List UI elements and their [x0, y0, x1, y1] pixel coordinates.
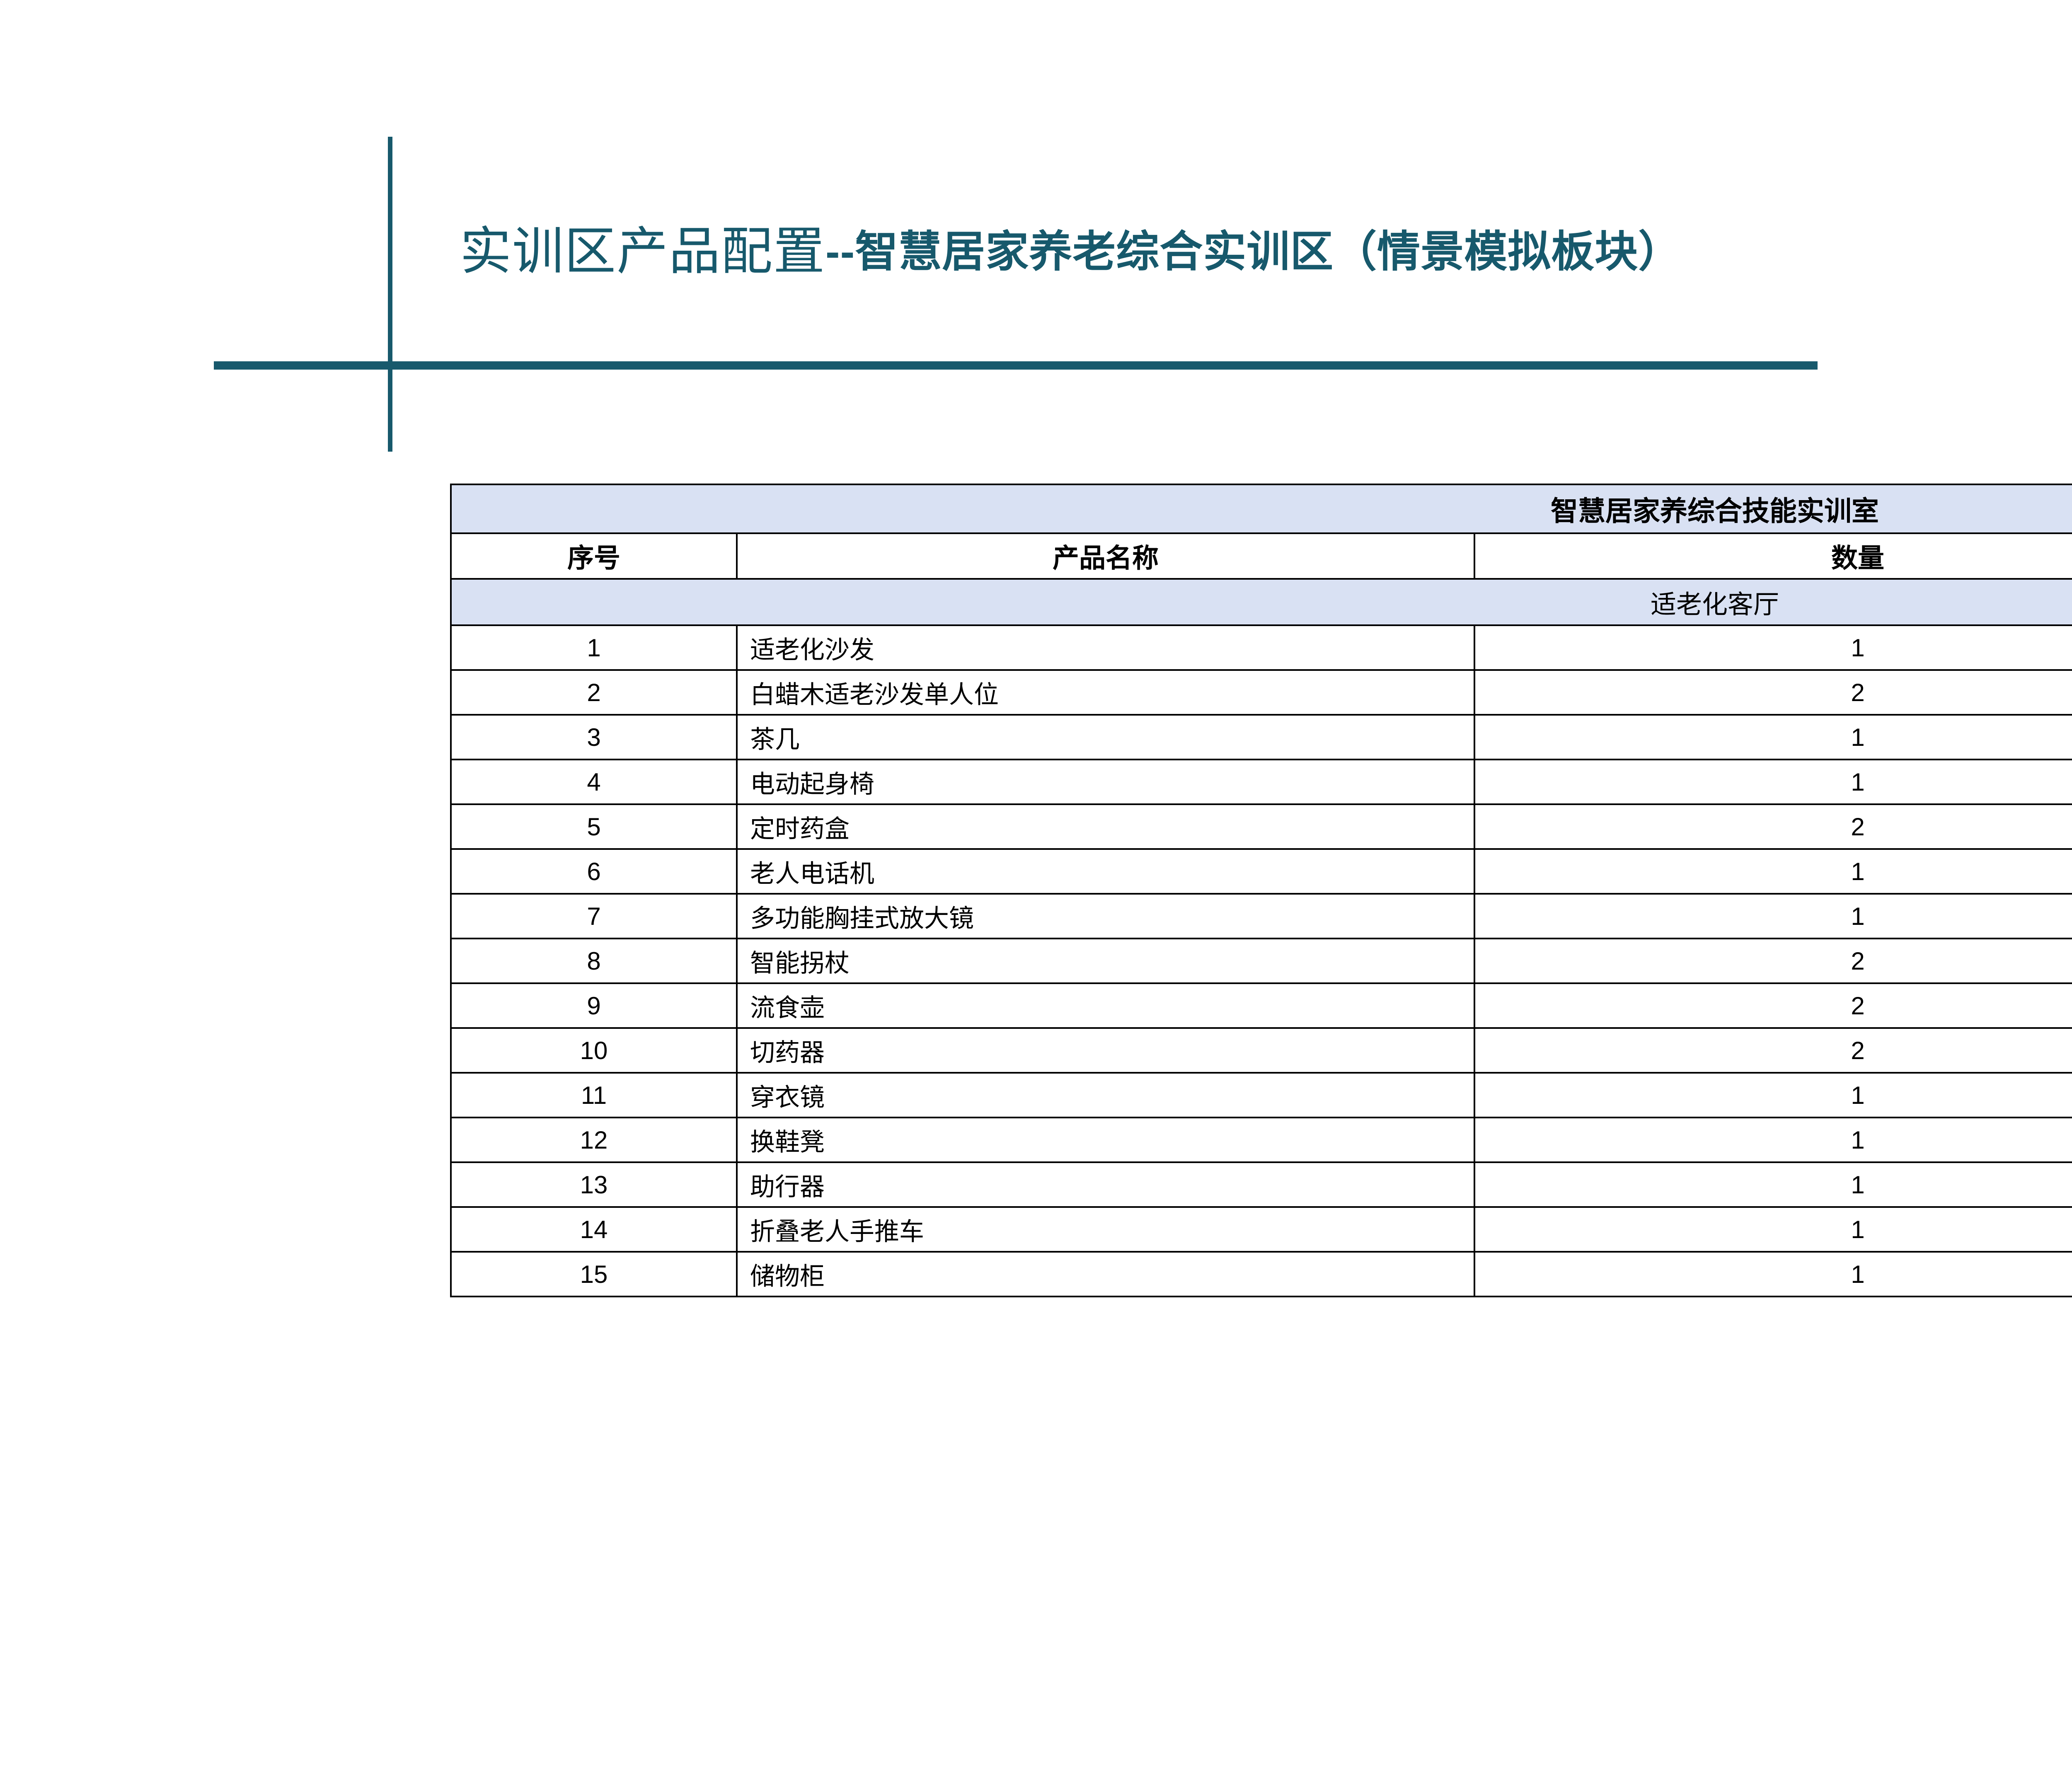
cell-name: 智能拐杖: [736, 938, 1475, 984]
cell-name: 适老化沙发: [736, 624, 1475, 671]
cell-no: 13: [450, 1161, 738, 1208]
cell-qty: 1: [1474, 893, 2072, 939]
product-table-container: 智慧居家养综合技能实训室序号产品名称数量单位单价总价适老化客厅1适老化沙发1套*…: [450, 484, 2072, 1297]
table-row: 8智能拐杖2个****: [450, 938, 2072, 984]
table-row: 1适老化沙发1套****: [450, 624, 2072, 671]
cell-name: 电动起身椅: [736, 759, 1475, 805]
column-header-2: 数量: [1474, 532, 2072, 580]
section-header-row: 适老化客厅: [450, 578, 2072, 626]
page-title-sub: --智慧居家养老综合实训区（情景模拟板块）: [825, 228, 1682, 276]
cell-qty: 1: [1474, 1117, 2072, 1163]
table-row: 12换鞋凳1个****: [450, 1117, 2072, 1163]
cell-no: 2: [450, 669, 738, 716]
table-caption-row: 智慧居家养综合技能实训室: [450, 484, 2072, 534]
cell-no: 10: [450, 1027, 738, 1074]
cell-qty: 2: [1474, 982, 2072, 1029]
cell-no: 8: [450, 938, 738, 984]
cell-name: 折叠老人手推车: [736, 1206, 1475, 1253]
section-label: 适老化客厅: [450, 578, 2072, 626]
decorative-vertical-rule: [388, 137, 392, 452]
table-row: 9流食壶2个****: [450, 982, 2072, 1029]
cell-no: 15: [450, 1251, 738, 1297]
column-header-1: 产品名称: [736, 532, 1475, 580]
cell-qty: 2: [1474, 803, 2072, 850]
cell-name: 茶几: [736, 714, 1475, 760]
table-row: 15储物柜1套****: [450, 1251, 2072, 1297]
cell-qty: 2: [1474, 1027, 2072, 1074]
table-row: 5定时药盒2台****: [450, 803, 2072, 850]
cell-qty: 1: [1474, 1072, 2072, 1118]
table-row: 11穿衣镜1个****: [450, 1072, 2072, 1118]
slide-header-label: 智慧康养实训中心建设方案: [0, 147, 2072, 184]
cell-no: 11: [450, 1072, 738, 1118]
cell-qty: 1: [1474, 624, 2072, 671]
cell-qty: 1: [1474, 1161, 2072, 1208]
page-title-main: 实训区产品配置: [460, 223, 826, 280]
decorative-horizontal-rule: [214, 361, 1818, 370]
table-row: 7多功能胸挂式放大镜1个****: [450, 893, 2072, 939]
cell-no: 4: [450, 759, 738, 805]
cell-name: 切药器: [736, 1027, 1475, 1074]
table-row: 4电动起身椅1套****: [450, 759, 2072, 805]
product-configuration-table: 智慧居家养综合技能实训室序号产品名称数量单位单价总价适老化客厅1适老化沙发1套*…: [450, 484, 2072, 1297]
cell-name: 老人电话机: [736, 848, 1475, 895]
table-row: 14折叠老人手推车1套****: [450, 1206, 2072, 1253]
page-title: 实训区产品配置--智慧居家养老综合实训区（情景模拟板块）: [460, 226, 1682, 277]
table-row: 3茶几1套****: [450, 714, 2072, 760]
cell-qty: 2: [1474, 669, 2072, 716]
cell-name: 流食壶: [736, 982, 1475, 1029]
cell-name: 穿衣镜: [736, 1072, 1475, 1118]
cell-no: 9: [450, 982, 738, 1029]
cell-qty: 2: [1474, 938, 2072, 984]
cell-name: 助行器: [736, 1161, 1475, 1208]
cell-name: 定时药盒: [736, 803, 1475, 850]
cell-qty: 1: [1474, 848, 2072, 895]
cell-no: 6: [450, 848, 738, 895]
table-row: 2白蜡木适老沙发单人位2张****: [450, 669, 2072, 716]
table-row: 10切药器2个****: [450, 1027, 2072, 1074]
column-header-row: 序号产品名称数量单位单价总价: [450, 532, 2072, 580]
cell-qty: 1: [1474, 1251, 2072, 1297]
cell-no: 1: [450, 624, 738, 671]
cell-no: 5: [450, 803, 738, 850]
cell-name: 多功能胸挂式放大镜: [736, 893, 1475, 939]
cell-qty: 1: [1474, 1206, 2072, 1253]
cell-name: 白蜡木适老沙发单人位: [736, 669, 1475, 716]
cell-qty: 1: [1474, 759, 2072, 805]
cell-name: 储物柜: [736, 1251, 1475, 1297]
cell-no: 14: [450, 1206, 738, 1253]
table-row: 13助行器1个****: [450, 1161, 2072, 1208]
cell-no: 12: [450, 1117, 738, 1163]
cell-no: 7: [450, 893, 738, 939]
cell-qty: 1: [1474, 714, 2072, 760]
table-caption: 智慧居家养综合技能实训室: [450, 484, 2072, 534]
table-row: 6老人电话机1台****: [450, 848, 2072, 895]
column-header-0: 序号: [450, 532, 738, 580]
cell-no: 3: [450, 714, 738, 760]
cell-name: 换鞋凳: [736, 1117, 1475, 1163]
